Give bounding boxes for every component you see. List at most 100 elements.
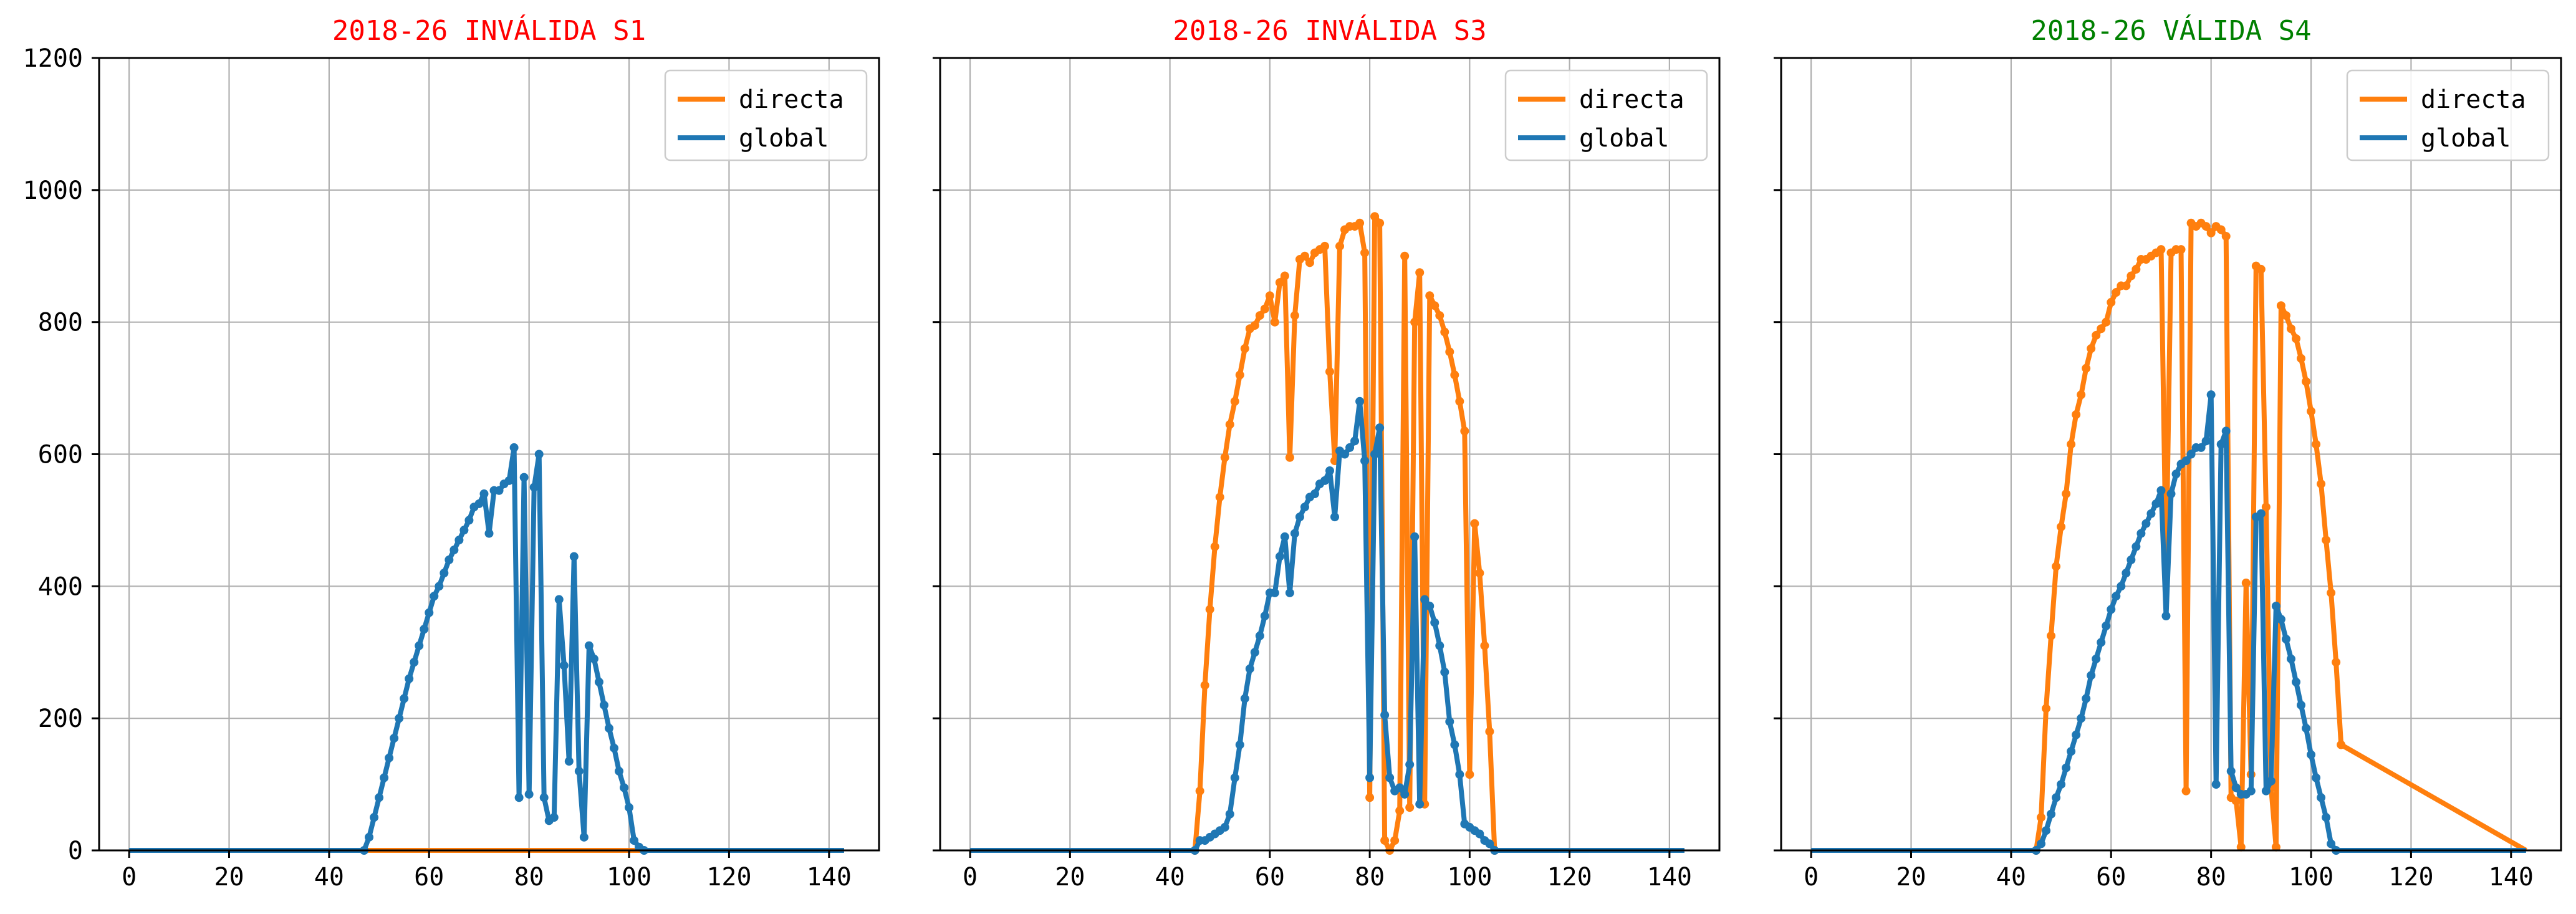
data-point — [1465, 770, 1474, 779]
y-tick-label: 1000 — [23, 176, 83, 205]
data-point — [435, 582, 444, 591]
x-tick-label: 40 — [1996, 863, 2026, 892]
data-point — [2072, 730, 2081, 739]
data-point — [1325, 466, 1334, 475]
data-point — [2291, 334, 2300, 344]
data-point — [2276, 615, 2285, 624]
data-point — [1325, 367, 1334, 377]
data-point — [1320, 476, 1329, 485]
chart-panel-s4: 2018-26 VÁLIDA S4 0 20 40 60 80 100 120 140 dire… — [1774, 14, 2562, 892]
data-point — [1245, 664, 1254, 673]
data-point — [615, 766, 623, 776]
data-point — [2047, 809, 2056, 819]
data-point — [1300, 503, 1309, 512]
data-point — [2151, 499, 2161, 508]
data-point — [1480, 641, 1489, 650]
x-tick-label: 100 — [607, 863, 651, 892]
data-point — [2082, 363, 2091, 373]
data-point — [1250, 648, 1259, 657]
data-point — [494, 486, 504, 495]
data-point — [1425, 291, 1435, 301]
data-point — [2201, 222, 2211, 231]
data-point — [2052, 793, 2061, 802]
data-point — [2221, 231, 2231, 241]
data-point — [609, 743, 618, 753]
data-point — [2226, 766, 2236, 776]
data-point — [1425, 602, 1435, 611]
data-point — [1215, 493, 1224, 502]
data-point — [1385, 773, 1395, 782]
data-point — [1205, 605, 1214, 614]
data-point — [2092, 654, 2101, 663]
data-point — [2146, 509, 2156, 518]
data-point — [1220, 822, 1229, 832]
data-point — [504, 476, 514, 485]
series-global — [1811, 390, 2526, 855]
data-point — [620, 783, 629, 792]
data-point — [1475, 569, 1484, 578]
data-point — [2077, 390, 2086, 400]
x-tick-label: 60 — [1255, 863, 1285, 892]
data-point — [589, 654, 598, 663]
data-point — [1235, 370, 1244, 380]
data-point — [1310, 489, 1319, 499]
data-point — [1335, 241, 1345, 251]
data-point — [1355, 397, 1365, 406]
data-point — [1280, 532, 1289, 541]
data-point — [365, 832, 374, 842]
data-point — [2281, 311, 2290, 320]
y-axis — [1774, 57, 1781, 852]
legend-label: global — [1579, 124, 1670, 153]
data-point — [2112, 288, 2121, 297]
data-point — [1195, 786, 1204, 796]
x-tick-label: 120 — [2388, 863, 2433, 892]
data-point — [2322, 813, 2331, 822]
x-tick-label: 20 — [214, 863, 244, 892]
data-point — [2107, 297, 2116, 307]
data-point — [2127, 555, 2136, 564]
data-point — [1370, 212, 1380, 221]
data-point — [1430, 301, 1439, 310]
x-tick-label: 0 — [122, 863, 137, 892]
data-point — [2097, 324, 2106, 334]
data-point — [2092, 330, 2101, 340]
series-global — [970, 397, 1684, 855]
chart-panel-s1: 2018-26 INVÁLIDA S1 0 20 40 60 80 100 120 140 0 2… — [23, 14, 880, 892]
data-point — [2166, 489, 2176, 499]
legend: directa global — [2346, 69, 2550, 161]
y-tick-label: 1200 — [23, 44, 83, 73]
data-point — [1390, 836, 1400, 845]
data-point — [2186, 450, 2196, 459]
legend-label: global — [739, 124, 829, 153]
data-point — [564, 757, 574, 766]
series-line — [1811, 220, 2527, 853]
data-point — [1475, 829, 1484, 839]
data-point — [1275, 278, 1284, 287]
data-point — [1210, 542, 1219, 551]
data-point — [2082, 694, 2091, 703]
data-point — [2317, 479, 2326, 489]
data-point — [405, 674, 414, 683]
data-point — [1355, 218, 1365, 228]
data-point — [2072, 410, 2081, 419]
data-point — [1440, 668, 1449, 677]
chart-title: 2018-26 INVÁLIDA S3 — [1173, 14, 1486, 47]
data-point — [1220, 453, 1229, 462]
data-point — [2127, 271, 2136, 281]
y-axis: 0 200 400 600 800 1000 1200 — [23, 44, 99, 865]
data-point — [370, 813, 379, 822]
data-point — [449, 546, 459, 555]
data-point — [2087, 671, 2096, 680]
data-point — [484, 529, 494, 538]
data-point — [479, 489, 489, 499]
data-point — [2221, 426, 2231, 436]
data-point — [2276, 301, 2285, 310]
data-point — [2062, 763, 2071, 772]
data-point — [2302, 724, 2311, 733]
data-point — [539, 793, 549, 802]
data-point — [1200, 681, 1209, 690]
x-tick-label: 0 — [1804, 863, 1819, 892]
data-point — [1345, 443, 1355, 452]
data-point — [1240, 694, 1249, 703]
data-point — [1395, 806, 1405, 815]
